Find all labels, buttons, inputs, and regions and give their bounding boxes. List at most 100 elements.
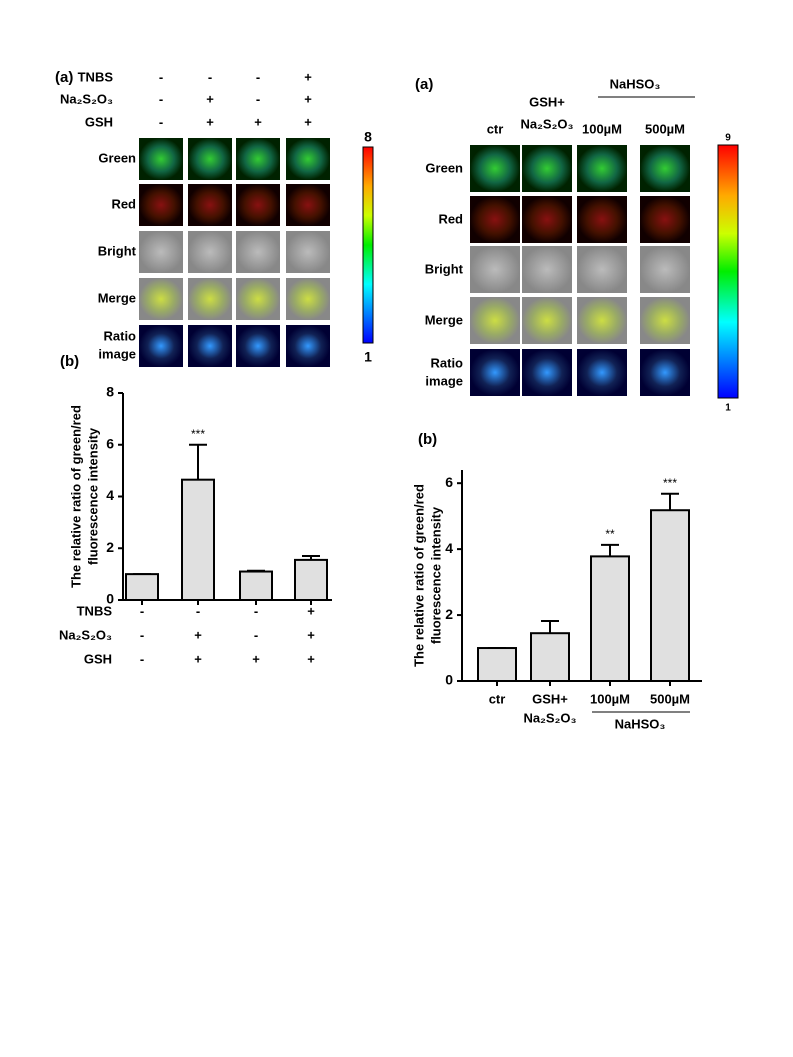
y-tick-label: 4 <box>445 540 453 556</box>
bar <box>477 647 517 682</box>
row-label: Red <box>111 196 136 211</box>
micrograph <box>236 184 280 226</box>
x-tick-label: 500µM <box>650 691 690 706</box>
y-tick-label: 0 <box>445 672 453 688</box>
condition-name: TNBS <box>77 603 113 618</box>
column-label: 500µM <box>645 121 685 136</box>
row-label: Bright <box>98 243 137 258</box>
micrograph <box>286 325 330 367</box>
micrograph <box>522 349 572 396</box>
row-label: Ratio <box>431 355 464 370</box>
micrograph <box>286 231 330 273</box>
y-axis-label: The relative ratio of green/red <box>411 484 426 667</box>
x-tick-label: GSH+ <box>532 691 568 706</box>
micrograph <box>640 196 690 243</box>
micrograph <box>139 278 183 320</box>
micrograph <box>188 231 232 273</box>
row-label: Merge <box>425 312 463 327</box>
micrograph <box>522 196 572 243</box>
condition-sign: + <box>307 627 315 642</box>
micrograph <box>139 184 183 226</box>
micrograph <box>236 231 280 273</box>
micrograph <box>640 297 690 344</box>
colorbar <box>717 144 739 399</box>
condition-sign: - <box>196 603 200 618</box>
row-label: image <box>98 346 136 361</box>
significance: ** <box>605 527 615 541</box>
colorbar-min: 1 <box>364 349 372 365</box>
y-axis-label: The relative ratio of green/red <box>68 405 83 588</box>
condition-sign: + <box>194 627 202 642</box>
bar <box>125 573 159 601</box>
condition-sign: + <box>304 91 312 106</box>
micrograph <box>522 145 572 192</box>
micrograph <box>286 184 330 226</box>
bar <box>530 632 570 682</box>
micrograph <box>236 325 280 367</box>
micrograph <box>577 349 627 396</box>
y-tick-label: 4 <box>106 487 114 503</box>
condition-name: GSH <box>85 114 113 129</box>
condition-sign: - <box>254 603 258 618</box>
x-tick-label: 100µM <box>590 691 630 706</box>
micrograph <box>577 246 627 293</box>
bar <box>650 509 690 682</box>
y-tick-label: 2 <box>106 539 114 555</box>
column-label: GSH+ <box>529 94 565 109</box>
micrograph <box>577 297 627 344</box>
micrograph <box>286 138 330 180</box>
y-tick-label: 6 <box>445 474 453 490</box>
condition-sign: + <box>304 114 312 129</box>
condition-sign: - <box>256 91 260 106</box>
condition-sign: + <box>307 603 315 618</box>
condition-sign: - <box>159 69 163 84</box>
row-label: Ratio <box>104 328 137 343</box>
colorbar-max: 9 <box>725 133 731 144</box>
y-tick-label: 8 <box>106 384 114 400</box>
micrograph <box>139 138 183 180</box>
significance: *** <box>663 476 677 490</box>
condition-sign: + <box>252 651 260 666</box>
condition-sign: + <box>194 651 202 666</box>
micrograph <box>577 145 627 192</box>
condition-sign: + <box>304 69 312 84</box>
row-label: image <box>425 373 463 388</box>
micrograph <box>522 297 572 344</box>
micrograph <box>470 246 520 293</box>
column-label: ctr <box>487 121 504 136</box>
condition-sign: - <box>140 603 144 618</box>
column-label: Na₂S₂O₃ <box>521 116 574 131</box>
row-label: Merge <box>98 290 136 305</box>
y-tick-label: 2 <box>445 606 453 622</box>
micrograph <box>286 278 330 320</box>
row-label: Green <box>425 160 463 175</box>
colorbar <box>362 146 374 344</box>
y-tick-label: 0 <box>106 591 114 607</box>
row-label: Bright <box>425 261 464 276</box>
panel-label: (b) <box>418 431 437 448</box>
micrograph <box>236 138 280 180</box>
micrograph <box>188 184 232 226</box>
condition-sign: + <box>206 114 214 129</box>
micrograph <box>236 278 280 320</box>
condition-sign: - <box>159 114 163 129</box>
x-tick-label: Na₂S₂O₃ <box>524 710 577 725</box>
condition-name: GSH <box>84 651 112 666</box>
condition-sign: - <box>256 69 260 84</box>
micrograph <box>640 246 690 293</box>
condition-sign: - <box>159 91 163 106</box>
micrograph <box>640 145 690 192</box>
condition-sign: + <box>254 114 262 129</box>
bar <box>294 558 328 601</box>
panel-label: (a) <box>55 69 73 86</box>
bar <box>590 555 630 682</box>
significance: *** <box>191 427 205 441</box>
condition-sign: - <box>140 651 144 666</box>
micrograph <box>640 349 690 396</box>
micrograph <box>188 138 232 180</box>
y-axis-label: fluorescence intensity <box>428 506 443 644</box>
panel-label: (a) <box>415 76 433 93</box>
row-label: Red <box>438 211 463 226</box>
condition-sign: - <box>254 627 258 642</box>
